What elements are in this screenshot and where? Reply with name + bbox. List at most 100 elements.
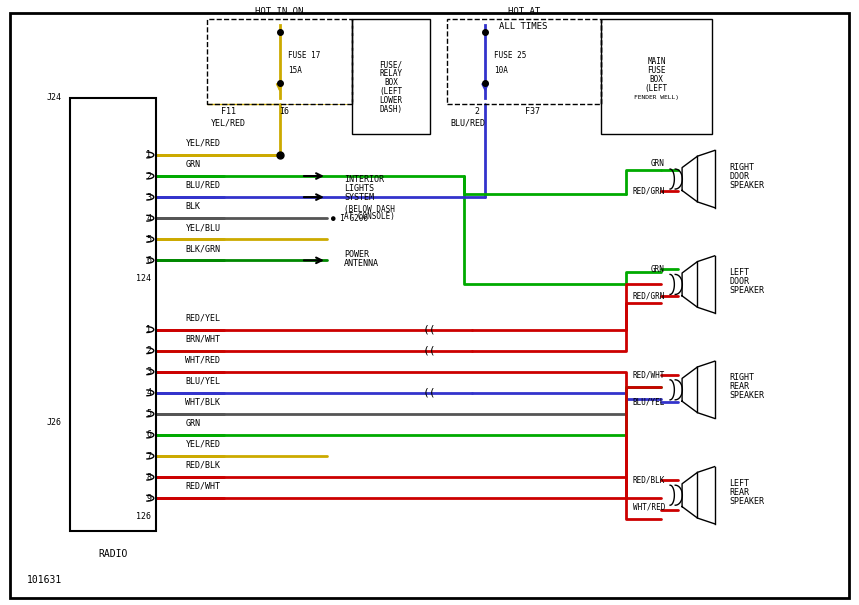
Text: 1: 1 <box>146 151 151 160</box>
Text: FUSE 25: FUSE 25 <box>494 51 526 60</box>
Bar <box>600 19 712 134</box>
Text: ● I G206: ● I G206 <box>331 214 368 223</box>
Text: WHT/RED: WHT/RED <box>632 503 665 512</box>
Text: SPEAKER: SPEAKER <box>729 180 765 189</box>
Text: 8: 8 <box>146 473 151 482</box>
Text: YEL/RED: YEL/RED <box>186 440 221 449</box>
Text: RED/WHT: RED/WHT <box>632 370 665 379</box>
Bar <box>447 19 600 104</box>
Text: GRN: GRN <box>186 419 200 428</box>
Text: RED/GRN: RED/GRN <box>632 292 665 301</box>
Text: BOX: BOX <box>649 75 663 84</box>
Text: BLU/YEL: BLU/YEL <box>186 376 221 385</box>
Polygon shape <box>682 261 698 307</box>
Text: (LEFT: (LEFT <box>380 87 403 96</box>
Text: RED/YEL: RED/YEL <box>186 313 221 322</box>
Text: (BELOW DASH: (BELOW DASH <box>344 204 395 214</box>
Text: F37: F37 <box>525 106 539 116</box>
Text: 124: 124 <box>137 274 151 283</box>
Text: ALL TIMES: ALL TIMES <box>499 22 548 31</box>
Text: SPEAKER: SPEAKER <box>729 497 765 506</box>
Text: LEFT: LEFT <box>729 479 749 488</box>
Text: 10A: 10A <box>494 66 508 75</box>
Text: J26: J26 <box>46 419 61 428</box>
Text: 2: 2 <box>146 346 151 355</box>
Text: SYSTEM: SYSTEM <box>344 192 374 201</box>
Text: RIGHT: RIGHT <box>729 373 754 382</box>
Bar <box>352 19 430 134</box>
Text: BOX: BOX <box>384 78 398 87</box>
Text: (LEFT: (LEFT <box>645 84 668 93</box>
Text: 3: 3 <box>146 367 151 376</box>
Text: GRN: GRN <box>651 160 665 168</box>
Text: GRN: GRN <box>651 265 665 274</box>
Text: RIGHT: RIGHT <box>729 163 754 171</box>
Text: ANTENNA: ANTENNA <box>344 258 379 267</box>
Text: DOOR: DOOR <box>729 172 749 180</box>
Bar <box>207 19 352 104</box>
Text: 6: 6 <box>146 431 151 439</box>
Text: 2: 2 <box>146 172 151 180</box>
Text: SPEAKER: SPEAKER <box>729 286 765 295</box>
Text: DASH): DASH) <box>380 105 403 114</box>
Text: RADIO: RADIO <box>98 549 127 560</box>
Text: LEFT: LEFT <box>729 268 749 277</box>
Text: POWER: POWER <box>344 250 369 259</box>
Text: BLU/YEL: BLU/YEL <box>632 397 665 407</box>
Text: 5: 5 <box>146 410 151 419</box>
Text: RED/BLK: RED/BLK <box>632 476 665 485</box>
Text: YEL/RED: YEL/RED <box>186 139 221 148</box>
Text: 6: 6 <box>146 256 151 265</box>
Text: MAIN: MAIN <box>647 57 666 66</box>
Text: I6: I6 <box>279 106 289 116</box>
Text: 4: 4 <box>146 214 151 223</box>
Polygon shape <box>682 156 698 202</box>
Text: FENDER WELL): FENDER WELL) <box>634 95 679 100</box>
Text: YEL/RED: YEL/RED <box>210 119 246 128</box>
Text: DOOR: DOOR <box>729 277 749 286</box>
Text: INTERIOR: INTERIOR <box>344 175 384 183</box>
Text: 5: 5 <box>146 235 151 244</box>
Text: 3: 3 <box>146 192 151 201</box>
Polygon shape <box>682 473 698 518</box>
Text: ((: (( <box>423 345 436 356</box>
Text: 4: 4 <box>146 388 151 397</box>
Text: 7: 7 <box>146 451 151 460</box>
Text: WHT/BLK: WHT/BLK <box>186 397 221 407</box>
Text: 126: 126 <box>137 512 151 521</box>
Text: YEL/BLU: YEL/BLU <box>186 223 221 232</box>
Text: LOWER: LOWER <box>380 96 403 105</box>
Text: F11: F11 <box>221 106 235 116</box>
Text: BLU/RED: BLU/RED <box>186 181 221 190</box>
Text: 9: 9 <box>146 494 151 503</box>
Text: AT CONSOLE): AT CONSOLE) <box>344 212 395 221</box>
Text: RED/BLK: RED/BLK <box>186 461 221 470</box>
Text: 1: 1 <box>146 325 151 334</box>
Text: HOT AT: HOT AT <box>508 7 539 16</box>
Text: SPEAKER: SPEAKER <box>729 391 765 401</box>
Text: 2: 2 <box>474 106 479 116</box>
Text: GRN: GRN <box>186 160 200 169</box>
Text: FUSE/: FUSE/ <box>380 60 403 69</box>
Text: RED/GRN: RED/GRN <box>632 186 665 195</box>
Text: REAR: REAR <box>729 488 749 497</box>
Text: RED/WHT: RED/WHT <box>186 482 221 491</box>
Polygon shape <box>682 367 698 413</box>
Text: ((: (( <box>423 388 436 398</box>
Text: LIGHTS: LIGHTS <box>344 183 374 192</box>
Text: HOT IN ON: HOT IN ON <box>255 7 304 16</box>
Text: RELAY: RELAY <box>380 69 403 78</box>
Text: WHT/RED: WHT/RED <box>186 356 221 365</box>
Text: BRN/WHT: BRN/WHT <box>186 335 221 344</box>
Text: ((: (( <box>423 325 436 335</box>
Text: FUSE: FUSE <box>647 66 666 75</box>
Text: FUSE 17: FUSE 17 <box>289 51 320 60</box>
Text: BLK/GRN: BLK/GRN <box>186 244 221 253</box>
Text: BLK: BLK <box>186 202 200 211</box>
Bar <box>70 98 155 531</box>
Text: J24: J24 <box>46 93 61 102</box>
Text: BLU/RED: BLU/RED <box>450 119 485 128</box>
Text: REAR: REAR <box>729 382 749 391</box>
Text: 101631: 101631 <box>27 575 63 584</box>
Text: 15A: 15A <box>289 66 302 75</box>
